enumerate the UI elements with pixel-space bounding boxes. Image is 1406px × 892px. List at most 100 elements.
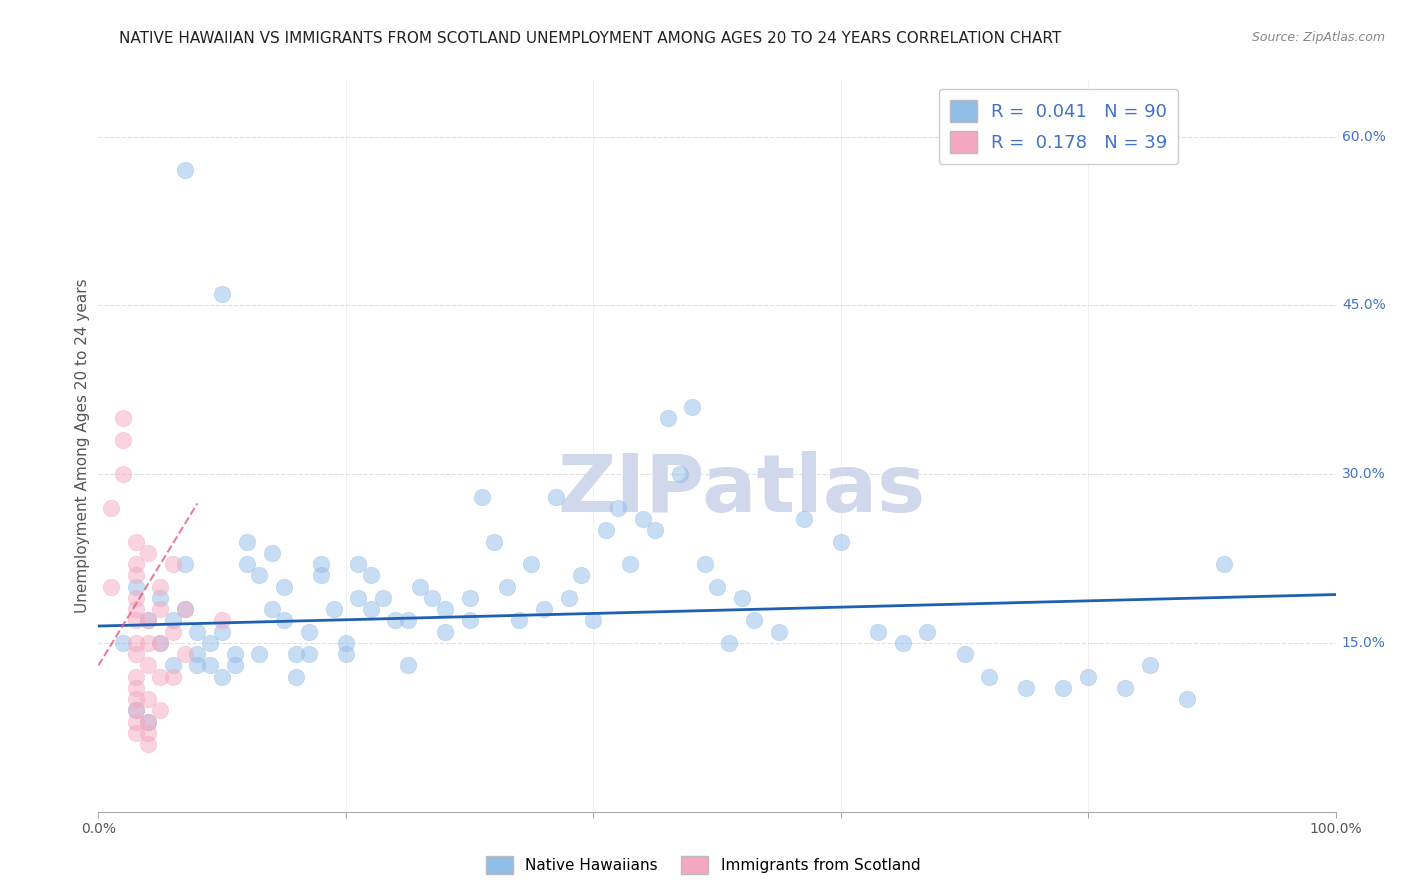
Point (174, 647, 197, 661)
Point (631, 512, 654, 526)
Point (1213, 557, 1236, 571)
Point (149, 636, 172, 650)
Point (198, 636, 221, 650)
Point (508, 614, 530, 628)
Point (335, 647, 357, 661)
Point (1015, 681, 1038, 695)
Point (422, 591, 444, 605)
Point (335, 636, 357, 650)
Point (124, 580, 146, 594)
Point (149, 580, 172, 594)
Point (409, 580, 432, 594)
Point (285, 647, 308, 661)
Point (162, 614, 184, 628)
Point (236, 557, 259, 571)
Point (458, 614, 481, 628)
Point (247, 568, 270, 582)
Point (520, 557, 543, 571)
Point (569, 568, 592, 582)
Point (124, 557, 146, 571)
Text: 30.0%: 30.0% (1341, 467, 1386, 481)
Point (1114, 681, 1136, 695)
Point (607, 500, 630, 515)
Point (124, 591, 146, 605)
Point (718, 636, 741, 650)
Point (742, 614, 765, 628)
Point (149, 703, 172, 717)
Point (100, 580, 122, 594)
Point (124, 647, 146, 661)
Point (211, 624, 233, 639)
Point (1175, 692, 1198, 706)
Point (112, 410, 135, 425)
Point (1139, 658, 1161, 673)
Point (433, 602, 456, 616)
Point (149, 602, 172, 616)
Point (360, 602, 382, 616)
Point (136, 714, 159, 729)
Point (953, 647, 976, 661)
Point (458, 591, 481, 605)
Point (136, 614, 159, 628)
Point (174, 602, 197, 616)
Point (347, 591, 370, 605)
Point (162, 658, 184, 673)
Point (174, 602, 197, 616)
Point (260, 546, 283, 560)
Point (669, 467, 692, 482)
Point (186, 624, 208, 639)
Point (236, 534, 259, 549)
Point (917, 624, 939, 639)
Point (224, 647, 246, 661)
Legend: R =  0.041   N = 90, R =  0.178   N = 39: R = 0.041 N = 90, R = 0.178 N = 39 (939, 89, 1178, 164)
Point (273, 614, 295, 628)
Point (533, 602, 555, 616)
Point (309, 557, 332, 571)
Point (433, 624, 456, 639)
Point (396, 658, 419, 673)
Point (124, 614, 146, 628)
Point (644, 524, 666, 538)
Point (124, 681, 146, 695)
Text: 60.0%: 60.0% (1341, 129, 1386, 144)
Point (495, 580, 517, 594)
Point (136, 614, 159, 628)
Point (979, 670, 1001, 684)
Point (384, 614, 406, 628)
Point (360, 568, 382, 582)
Point (211, 287, 233, 301)
Point (124, 636, 146, 650)
Point (162, 557, 184, 571)
Point (484, 534, 506, 549)
Point (1052, 681, 1074, 695)
Point (706, 580, 728, 594)
Point (198, 658, 221, 673)
Point (619, 557, 641, 571)
Point (136, 692, 159, 706)
Point (124, 703, 146, 717)
Point (211, 670, 233, 684)
Point (149, 591, 172, 605)
Point (298, 624, 321, 639)
Text: NATIVE HAWAIIAN VS IMMIGRANTS FROM SCOTLAND UNEMPLOYMENT AMONG AGES 20 TO 24 YEA: NATIVE HAWAIIAN VS IMMIGRANTS FROM SCOTL… (120, 31, 1062, 46)
Point (657, 410, 679, 425)
Point (124, 670, 146, 684)
Point (186, 658, 208, 673)
Point (371, 591, 394, 605)
Text: 15.0%: 15.0% (1341, 636, 1386, 650)
Point (793, 512, 815, 526)
Point (260, 602, 283, 616)
Legend: Native Hawaiians, Immigrants from Scotland: Native Hawaiians, Immigrants from Scotla… (479, 850, 927, 880)
Point (136, 658, 159, 673)
Point (1077, 670, 1099, 684)
Point (162, 670, 184, 684)
Point (347, 557, 370, 571)
Point (309, 568, 332, 582)
Point (136, 737, 159, 751)
Point (162, 624, 184, 639)
Point (124, 714, 146, 729)
Point (124, 534, 146, 549)
Point (174, 557, 197, 571)
Point (100, 500, 122, 515)
Point (124, 568, 146, 582)
